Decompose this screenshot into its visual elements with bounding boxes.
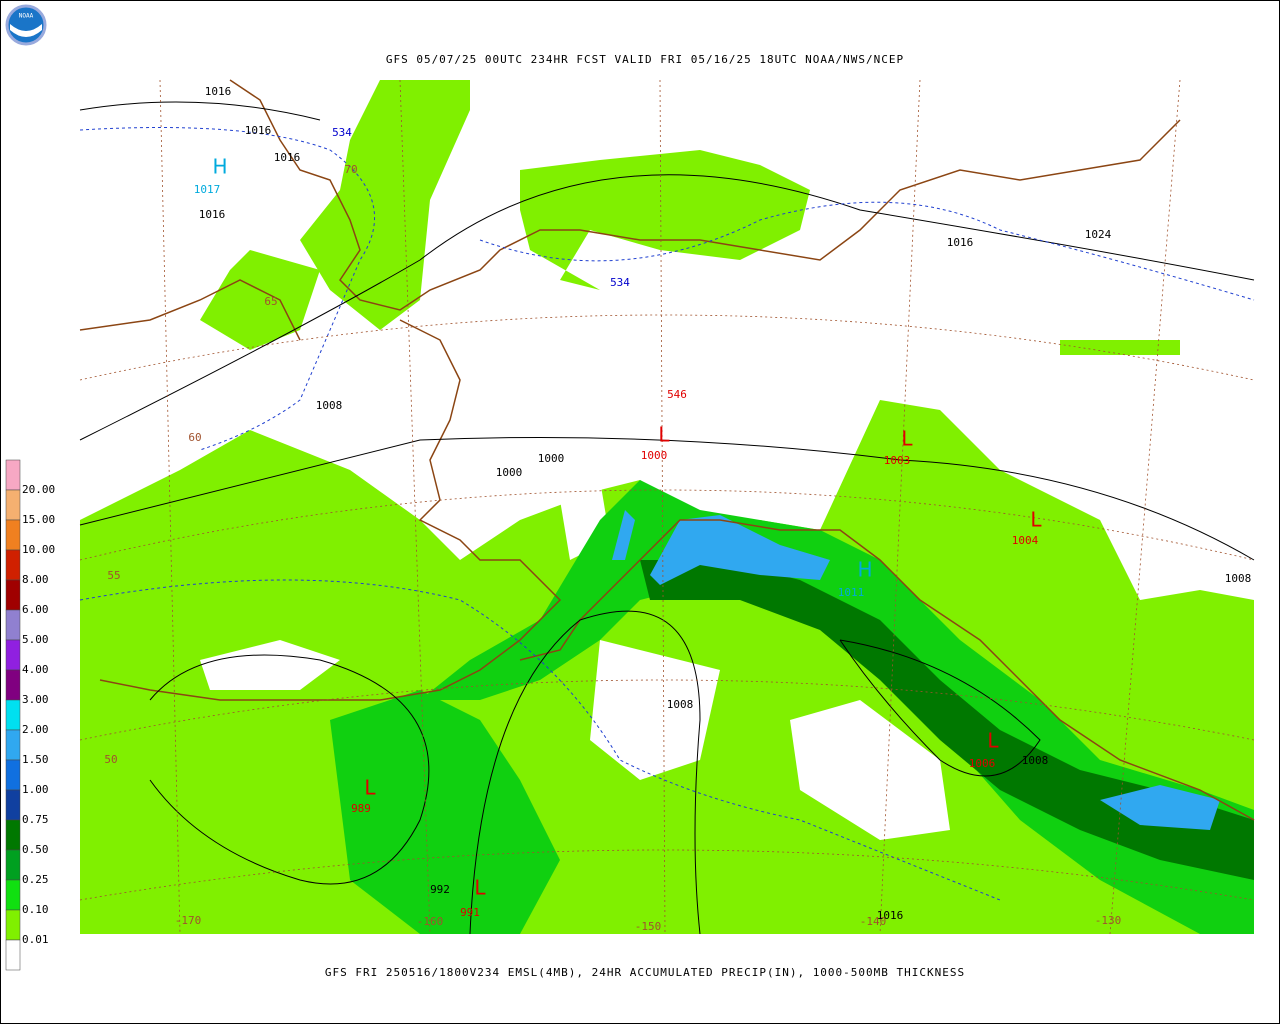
map-labels: 1016 1016 1016 534 H 1017 1016 70 65 534 1016 1024 1… bbox=[104, 85, 1251, 933]
map-label: 1016 bbox=[205, 85, 232, 98]
map-label: 1016 bbox=[877, 909, 904, 922]
legend-label: 0.25 bbox=[22, 873, 49, 886]
map-label: 1008 bbox=[316, 399, 343, 412]
map-label: 1016 bbox=[245, 124, 272, 137]
logo: NOAA bbox=[5, 4, 47, 46]
legend-label: 0.10 bbox=[22, 903, 49, 916]
map-label: 65 bbox=[264, 295, 277, 308]
legend-swatch bbox=[5, 669, 21, 701]
title: GFS 05/07/25 00UTC 234HR FCST VALID FRI … bbox=[386, 53, 904, 66]
map-label: 1008 bbox=[1022, 754, 1049, 767]
map-label: 50 bbox=[104, 753, 117, 766]
legend-label: 4.00 bbox=[22, 663, 49, 676]
map-label: 1000 bbox=[641, 449, 668, 462]
coastlines bbox=[79, 79, 1255, 821]
map-label: 991 bbox=[460, 906, 480, 919]
legend-label: 0.75 bbox=[22, 813, 49, 826]
pressure-center: L bbox=[658, 423, 670, 447]
map-label: -140 bbox=[860, 915, 887, 928]
map-label: -150 bbox=[635, 920, 662, 933]
legend-swatch bbox=[5, 819, 21, 851]
graticule bbox=[79, 79, 1255, 935]
legend-label: 3.00 bbox=[22, 693, 49, 706]
precip-medium bbox=[330, 480, 1254, 934]
dry-patches bbox=[200, 480, 950, 840]
pressure-center: L bbox=[901, 427, 913, 451]
map-label: 1000 bbox=[496, 466, 523, 479]
legend-label: 2.00 bbox=[22, 723, 49, 736]
legend-label: 15.00 bbox=[22, 513, 55, 526]
legend-swatch bbox=[5, 639, 21, 671]
pressure-center: L bbox=[1030, 508, 1042, 532]
map-label: 534 bbox=[332, 126, 352, 139]
map-label: 989 bbox=[351, 802, 371, 815]
logo-text: NOAA bbox=[19, 13, 34, 20]
legend-swatch bbox=[5, 579, 21, 611]
map-label: 1016 bbox=[199, 208, 226, 221]
pressure-center: H bbox=[857, 558, 872, 582]
map-label: 1016 bbox=[947, 236, 974, 249]
legend-label: 5.00 bbox=[22, 633, 49, 646]
precip-blue bbox=[612, 510, 1220, 830]
map-label: 992 bbox=[430, 883, 450, 896]
map-label: 1011 bbox=[838, 586, 865, 599]
map-label: 60 bbox=[188, 431, 201, 444]
legend-label: 6.00 bbox=[22, 603, 49, 616]
map-label: 1004 bbox=[1012, 534, 1039, 547]
map-label: 1024 bbox=[1085, 228, 1112, 241]
map-label: -130 bbox=[1095, 914, 1122, 927]
map-label: 1008 bbox=[1225, 572, 1252, 585]
map-label: 55 bbox=[107, 569, 120, 582]
legend-swatch bbox=[5, 549, 21, 581]
legend-label: 0.50 bbox=[22, 843, 49, 856]
map-label: -170 bbox=[175, 914, 202, 927]
map: 1016 1016 1016 534 H 1017 1016 70 65 534 1016 1024 1… bbox=[79, 77, 1255, 935]
pressure-center: L bbox=[364, 776, 376, 800]
legend: 20.00 15.00 10.00 8.00 6.00 5.00 4.00 3.00 2.00 1… bbox=[5, 459, 55, 971]
map-label: 1008 bbox=[667, 698, 694, 711]
footer-caption: GFS FRI 250516/1800V234 EMSL(4MB), 24HR … bbox=[325, 966, 965, 979]
legend-label: 1.00 bbox=[22, 783, 49, 796]
legend-label: 20.00 bbox=[22, 483, 55, 496]
pressure-center: L bbox=[987, 729, 999, 753]
legend-swatch bbox=[5, 909, 21, 941]
legend-swatch bbox=[5, 939, 21, 971]
legend-label: 8.00 bbox=[22, 573, 49, 586]
pressure-center: H bbox=[212, 155, 227, 179]
map-label: 1016 bbox=[274, 151, 301, 164]
legend-label: 1.50 bbox=[22, 753, 49, 766]
legend-swatch bbox=[5, 519, 21, 551]
legend-swatch bbox=[5, 849, 21, 881]
map-label: 534 bbox=[610, 276, 630, 289]
legend-swatch bbox=[5, 609, 21, 641]
thickness-lines bbox=[79, 127, 1255, 901]
map-label: 1017 bbox=[194, 183, 221, 196]
legend-label: 10.00 bbox=[22, 543, 55, 556]
legend-swatch bbox=[5, 789, 21, 821]
map-label: 1000 bbox=[538, 452, 565, 465]
map-label: 70 bbox=[344, 163, 357, 176]
legend-swatch bbox=[5, 489, 21, 521]
legend-swatch bbox=[5, 879, 21, 911]
legend-label: 0.01 bbox=[22, 933, 49, 946]
legend-swatch bbox=[5, 459, 21, 491]
legend-swatch bbox=[5, 729, 21, 761]
legend-swatch bbox=[5, 699, 21, 731]
map-label: -160 bbox=[417, 915, 444, 928]
pressure-center: L bbox=[474, 876, 486, 900]
map-label: 1006 bbox=[969, 757, 996, 770]
legend-swatch bbox=[5, 759, 21, 791]
isobars bbox=[79, 101, 1255, 935]
map-label: 546 bbox=[667, 388, 687, 401]
map-label: 1003 bbox=[884, 454, 911, 467]
